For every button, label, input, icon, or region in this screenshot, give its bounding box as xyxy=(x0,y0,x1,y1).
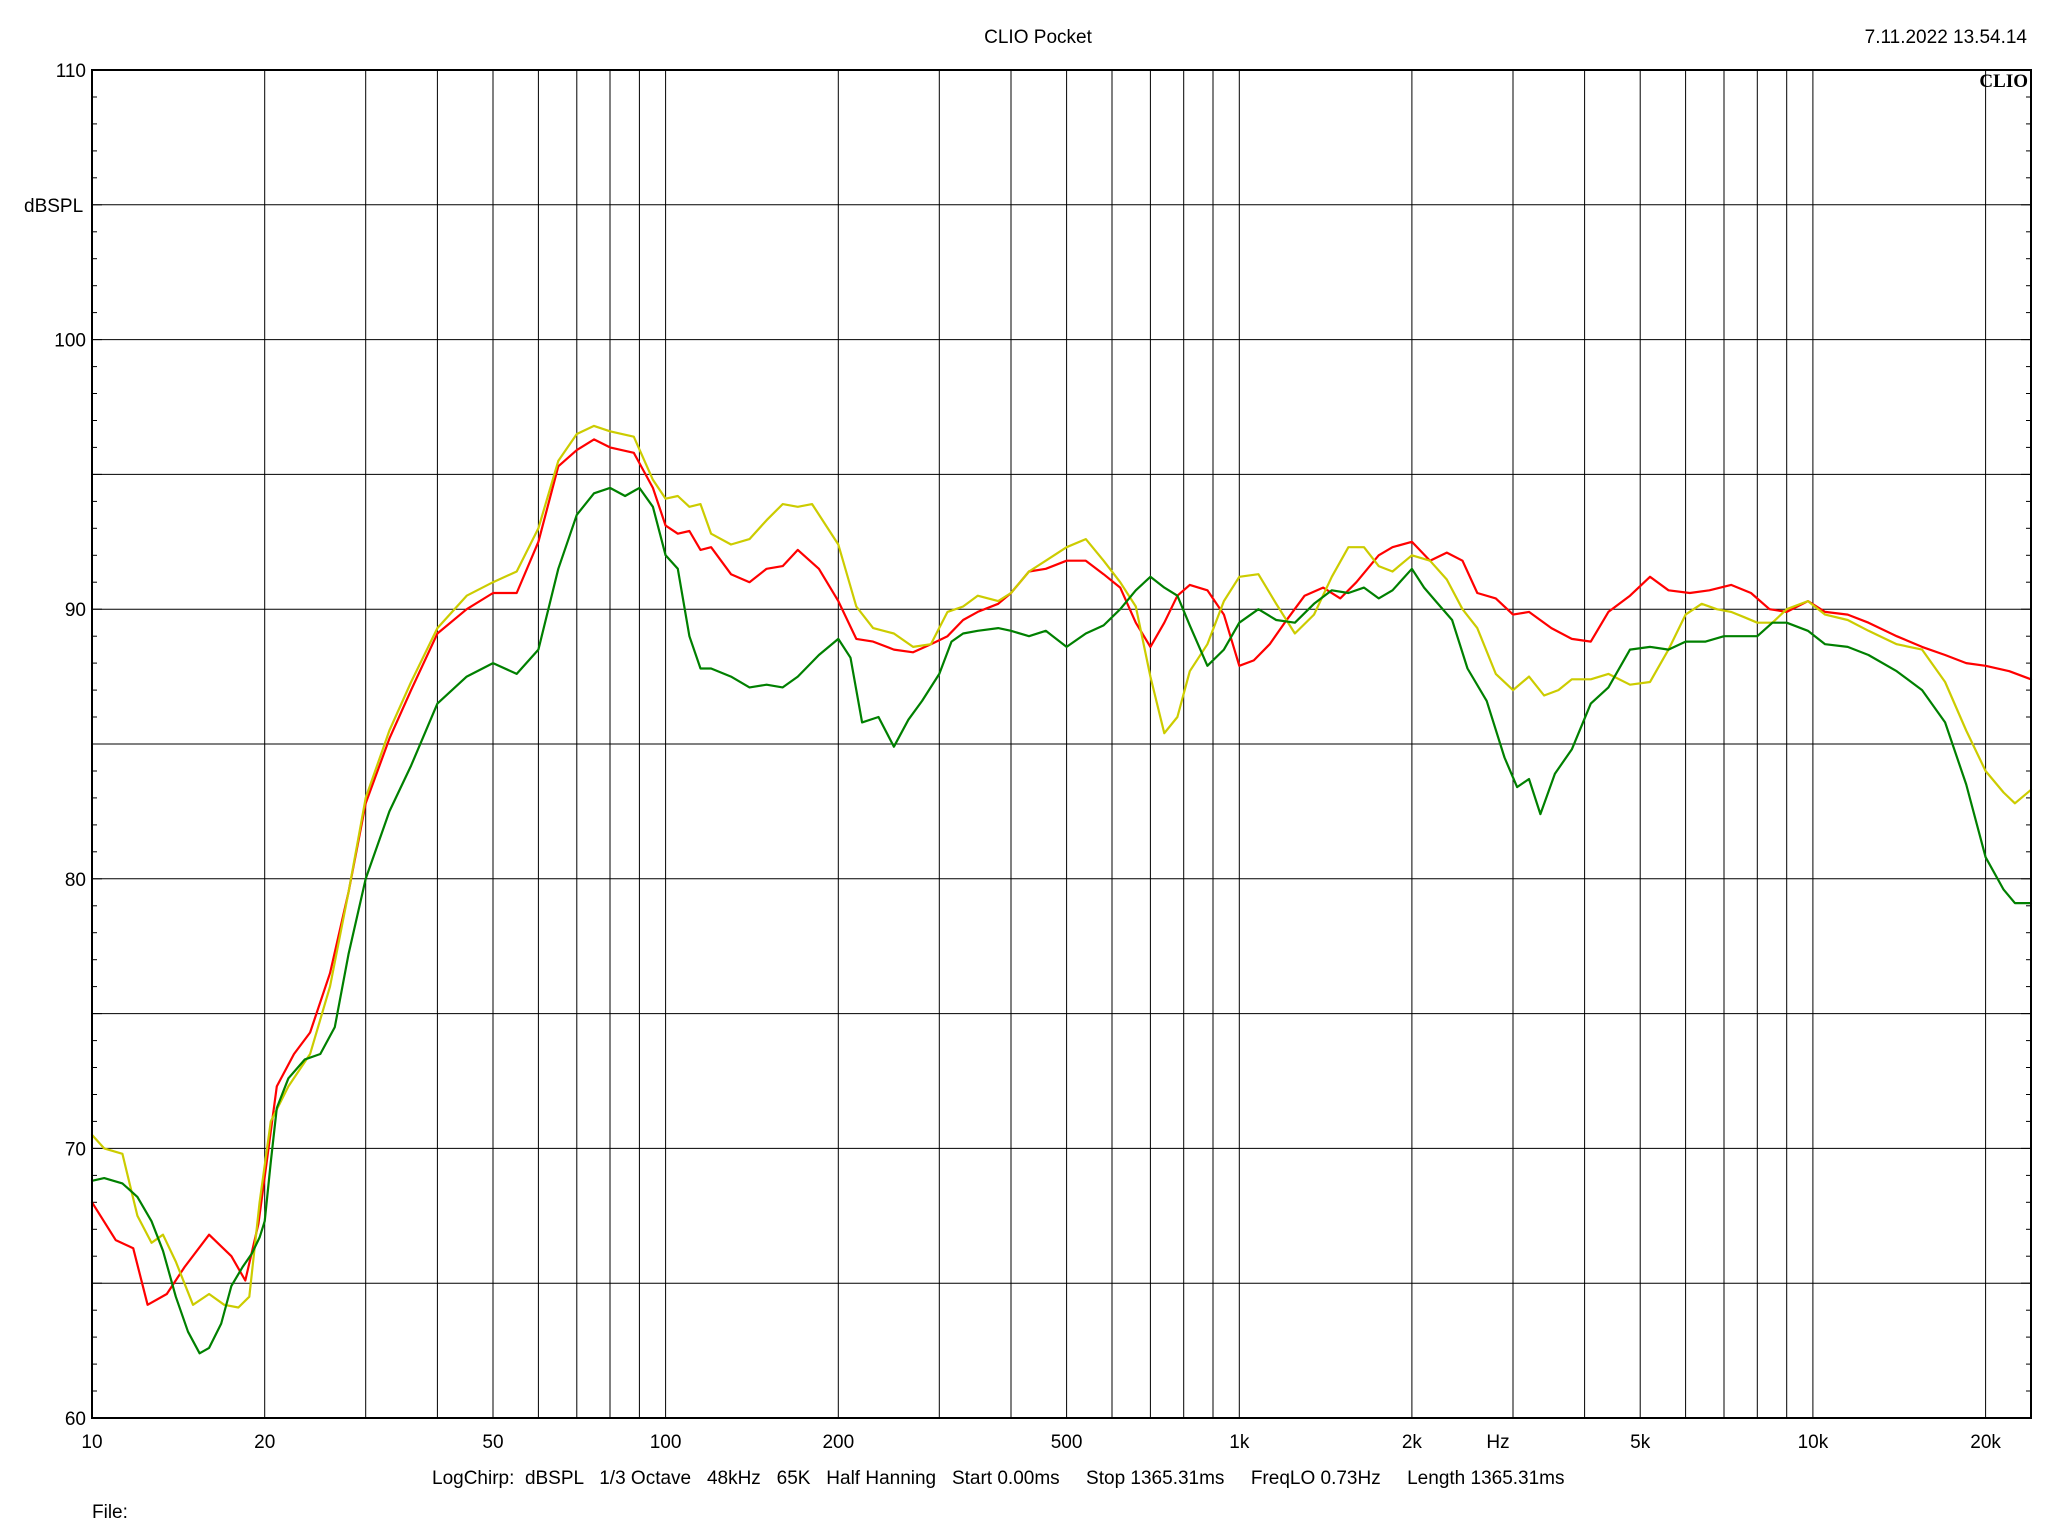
x-tick-label: 50 xyxy=(482,1432,503,1453)
series-layer xyxy=(90,424,2033,1355)
chart-title: CLIO Pocket xyxy=(984,27,1092,48)
clio-brand-logo: CLIO xyxy=(1979,71,2028,92)
x-tick-label: 10k xyxy=(1798,1432,1829,1453)
y-tick-labels: 60 70 80 90 100 110 xyxy=(54,61,86,1430)
y-tick-label: 60 xyxy=(65,1409,86,1430)
series-line-2 xyxy=(90,424,2033,1309)
y-tick-label: 80 xyxy=(65,870,86,891)
horizontal-grid xyxy=(92,96,2031,1392)
file-label: File: xyxy=(92,1502,128,1523)
series-line-1 xyxy=(90,438,2033,1306)
plot-frame xyxy=(91,69,2032,1419)
x-tick-label: 20k xyxy=(1970,1432,2001,1453)
y-tick-label: 100 xyxy=(54,331,86,352)
y-tick-label: 110 xyxy=(56,61,86,82)
x-tick-label: 10 xyxy=(81,1432,102,1453)
y-tick-label: 90 xyxy=(65,600,86,621)
measurement-parameters: LogChirp: dBSPL 1/3 Octave 48kHz 65K Hal… xyxy=(432,1468,1565,1489)
x-tick-label: 20 xyxy=(254,1432,275,1453)
x-tick-label: 1k xyxy=(1229,1432,1250,1453)
x-tick-label: 2k xyxy=(1402,1432,1423,1453)
y-axis-label: dBSPL xyxy=(24,196,83,217)
x-tick-label: 200 xyxy=(822,1432,854,1453)
x-tick-label: 500 xyxy=(1051,1432,1083,1453)
series-line-3 xyxy=(90,486,2033,1355)
y-tick-label: 70 xyxy=(65,1139,86,1160)
x-tick-label: 5k xyxy=(1630,1432,1651,1453)
x-axis-unit: Hz xyxy=(1486,1432,1509,1453)
x-tick-label: 100 xyxy=(650,1432,682,1453)
timestamp: 7.11.2022 13.54.14 xyxy=(1865,27,2028,48)
x-tick-labels: 10 20 50 100 200 500 1k 2k 5k 10k 20k xyxy=(81,1432,2001,1453)
